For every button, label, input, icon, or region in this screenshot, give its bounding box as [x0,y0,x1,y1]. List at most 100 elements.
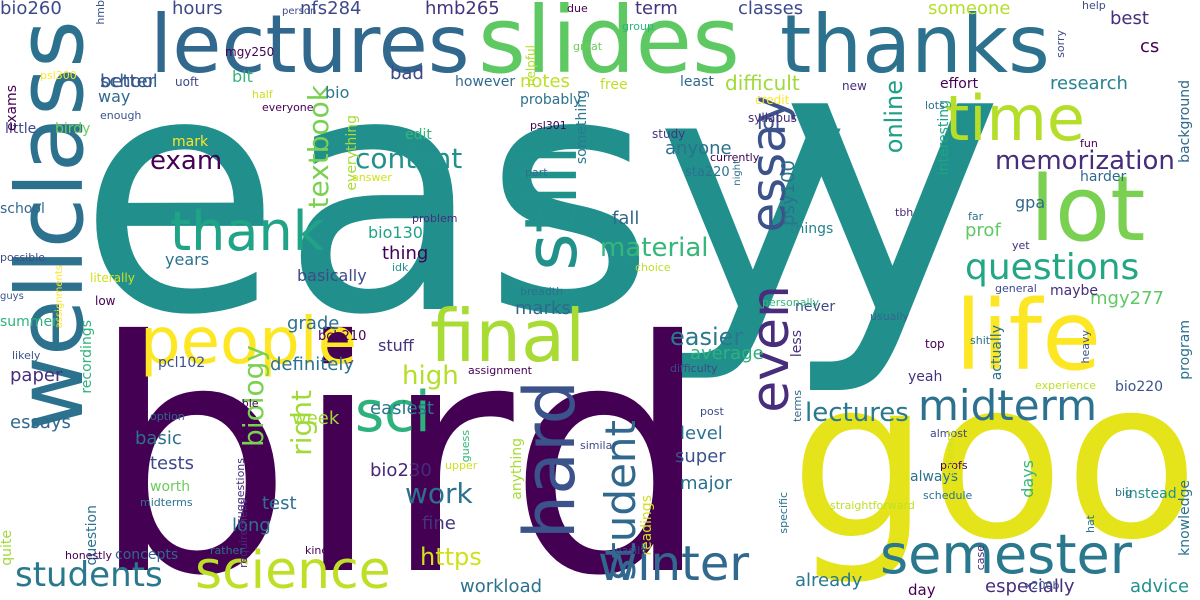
word: pcl102 [158,355,206,371]
word: half [252,88,273,101]
word: fine [422,513,456,534]
word: anything [509,438,525,500]
word: birdy [55,121,91,137]
word: midterm [918,381,1097,430]
word: advice [1130,576,1190,597]
word: usually [870,310,910,323]
word: guess [459,430,472,463]
word: hard [509,380,591,540]
word: different [944,430,957,477]
word: profs [940,459,968,472]
word: people [140,305,357,379]
word: personally [762,296,820,309]
word: hmb [94,0,107,25]
word: group [622,20,654,33]
word: psl300 [40,69,77,82]
word: harder [1080,169,1127,185]
word: helpful [524,45,538,87]
word: material [600,233,709,263]
word: things [790,221,834,237]
word: test [262,493,297,514]
word: thanks [780,0,1050,91]
word: major [680,473,732,494]
word: straightforward [830,499,915,512]
word: students [15,555,163,595]
word: stuff [378,336,414,355]
word: years [165,250,210,269]
word: average [690,343,764,364]
word: psl301 [530,119,567,132]
word: term [635,0,678,19]
word: hat [1084,515,1097,534]
word: rather [210,544,244,557]
word: biology [237,345,270,447]
word: easily [615,544,647,557]
word: able [235,397,259,410]
word: never [795,299,836,315]
word: problem [412,212,458,225]
word: research [1050,73,1128,94]
word: cs [1140,36,1160,57]
word: high [402,361,459,391]
word: difficult [725,71,800,95]
word: hmb265 [425,0,500,19]
word: suggestions [234,458,247,524]
word: part [525,166,548,179]
word: upper [445,459,478,472]
word: answer [352,171,392,184]
word: choice [635,261,671,274]
word: mark [172,134,209,150]
word: least [680,74,714,90]
word: guys [0,291,24,302]
word: https [420,543,482,571]
word: notes [520,71,570,92]
word: school [0,201,45,217]
word: always [910,469,959,485]
word: someone [928,0,1011,19]
word: worth [150,479,191,495]
word: long [232,515,271,536]
word: online [880,80,908,154]
word: sorry [1054,30,1067,58]
word: bird [90,274,712,600]
word: work [405,477,473,510]
word: way [98,87,131,106]
word: anyone [665,138,732,159]
word: bch210 [318,329,367,344]
word: easier [670,323,744,351]
word: easy [78,3,851,387]
word: psy100 [778,160,799,226]
word: study [652,127,686,141]
word: breadth [520,285,564,298]
word: bio [325,83,350,102]
word: super [675,446,726,467]
word: difficulty [670,362,718,375]
word: terms [791,390,804,422]
word: enough [100,109,142,122]
word: final [430,294,586,378]
word: quite [0,530,15,566]
word: mgy250 [225,45,275,59]
word: paper [10,365,63,386]
word: lol [757,110,781,134]
word: marks [515,298,571,319]
word: gpa [1015,193,1046,212]
word: lectures [805,398,909,428]
word: heavy [1079,330,1092,364]
word: uoft [175,75,199,89]
word: possible [0,251,46,264]
word: thank [170,200,324,263]
word: person [282,6,317,17]
word: almost [930,427,968,440]
word: thing [382,243,429,264]
word: yet [1012,239,1030,252]
word: questions [965,247,1140,288]
word: top [925,337,945,351]
word: idk [392,261,409,274]
word: similar [580,439,617,452]
word: classes [738,0,804,19]
word: best [1110,8,1149,29]
word: easiest [370,398,434,419]
word: sci [355,380,431,445]
